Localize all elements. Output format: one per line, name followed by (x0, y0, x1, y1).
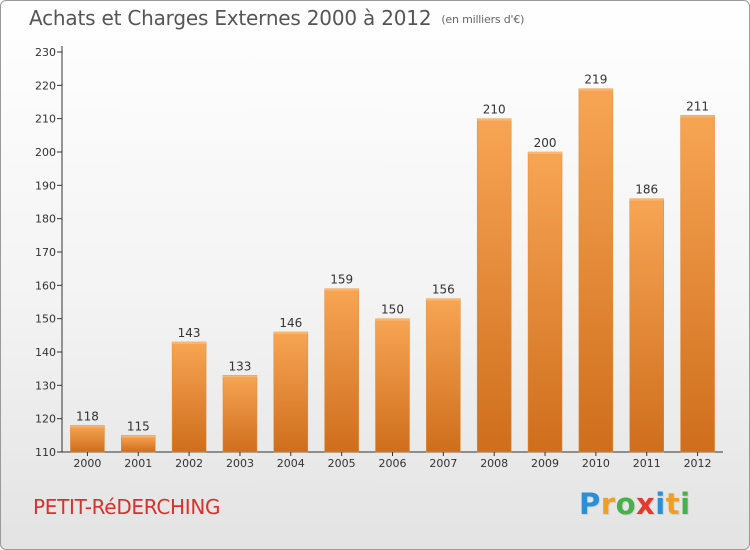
x-tick-label: 2008 (480, 457, 508, 470)
bar (629, 198, 664, 453)
data-label: 159 (330, 273, 353, 287)
bar-top-highlight (477, 118, 512, 121)
bar-top-highlight (426, 298, 461, 301)
data-label: 143 (178, 326, 201, 340)
bar (171, 341, 207, 453)
x-tick-label: 2009 (531, 457, 559, 470)
y-tick-label: 230 (35, 46, 56, 59)
logo-letter: i (655, 487, 666, 521)
x-tick-label: 2010 (582, 457, 610, 470)
data-label: 146 (279, 316, 302, 330)
bar (273, 331, 309, 453)
bar-top-highlight (375, 318, 410, 321)
data-label: 118 (76, 409, 99, 423)
bar-top-highlight (70, 425, 105, 428)
bar-top-highlight (172, 342, 207, 344)
y-tick-label: 210 (35, 113, 56, 126)
bar-top-highlight (528, 152, 563, 154)
bar-top-highlight (578, 88, 613, 91)
unit-label: (en milliers d'€) (441, 13, 525, 26)
x-tick-label: 2004 (277, 457, 305, 470)
x-tick-label: 2012 (684, 457, 712, 470)
data-label: 200 (534, 136, 557, 150)
data-label: 150 (381, 303, 404, 317)
x-tick-label: 2007 (429, 457, 457, 470)
chart-title: Achats et Charges Externes 2000 à 2012 (e… (29, 6, 524, 30)
bar-top-highlight (324, 288, 359, 291)
logo-letter: i (680, 487, 691, 521)
y-tick-label: 190 (35, 179, 56, 192)
bar (680, 115, 715, 453)
y-tick-label: 200 (35, 146, 56, 159)
bar-top-highlight (121, 435, 156, 438)
x-tick-label: 2006 (379, 457, 407, 470)
bar (426, 298, 461, 453)
place-name: PETIT-RéDERCHING (33, 495, 221, 519)
y-tick-label: 110 (35, 446, 56, 459)
bar (476, 118, 512, 453)
bar (375, 318, 410, 453)
x-tick-label: 2000 (73, 457, 101, 470)
logo-letter: P (579, 487, 601, 521)
logo-letter: t (665, 487, 681, 521)
proxiti-logo: Proxiti (579, 487, 691, 521)
bar (578, 88, 614, 453)
x-tick-label: 2011 (633, 457, 661, 470)
y-tick-label: 150 (35, 313, 56, 326)
bar-top-highlight (680, 115, 715, 118)
bar-top-highlight (629, 198, 664, 201)
bar (222, 375, 258, 453)
bar (70, 425, 105, 453)
y-tick-label: 170 (35, 246, 56, 259)
bar (324, 288, 359, 453)
data-label: 219 (584, 73, 607, 87)
bar-top-highlight (222, 375, 257, 378)
data-label: 186 (635, 183, 658, 197)
x-tick-label: 2001 (124, 457, 152, 470)
bar (121, 435, 156, 453)
y-tick-label: 220 (35, 79, 56, 92)
x-tick-label: 2005 (328, 457, 356, 470)
data-label: 133 (229, 359, 252, 373)
bar-top-highlight (273, 332, 308, 334)
x-tick-label: 2002 (175, 457, 203, 470)
y-tick-label: 140 (35, 346, 56, 359)
y-tick-label: 180 (35, 213, 56, 226)
y-tick-label: 120 (35, 413, 56, 426)
data-label: 115 (127, 419, 150, 433)
data-label: 210 (483, 103, 506, 117)
logo-letter: r (600, 487, 616, 521)
y-tick-label: 160 (35, 279, 56, 292)
bar (527, 151, 563, 453)
logo-letter: o (615, 487, 637, 521)
data-label: 211 (686, 99, 709, 113)
chart-title-text: Achats et Charges Externes 2000 à 2012 (29, 6, 432, 30)
logo-letter: x (636, 487, 656, 521)
data-label: 156 (432, 283, 455, 297)
x-tick-label: 2003 (226, 457, 254, 470)
y-tick-label: 130 (35, 379, 56, 392)
